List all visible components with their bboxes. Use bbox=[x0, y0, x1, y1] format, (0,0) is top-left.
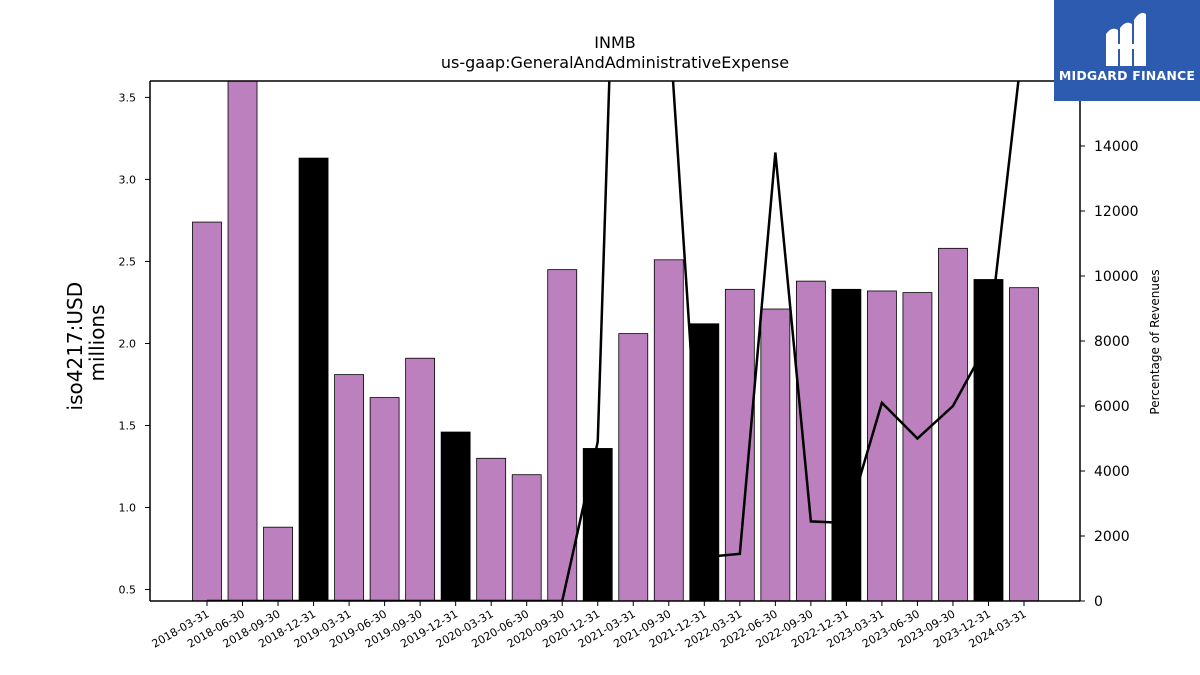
y2-tick-label: 0 bbox=[1094, 594, 1103, 610]
y2-tick-label: 6000 bbox=[1094, 399, 1130, 415]
bar bbox=[1009, 287, 1039, 601]
y-axis-ticks: 0.5 1.0 1.5 2.0 2.5 3.0 3.5 bbox=[119, 91, 150, 597]
midgard-logo-icon bbox=[1106, 12, 1146, 67]
y2-tick-label: 8000 bbox=[1094, 334, 1130, 350]
x-axis-ticks: 2018-03-312018-06-302018-09-302018-12-31… bbox=[150, 601, 1029, 651]
y2-axis-label: Percentage of Revenues bbox=[1148, 269, 1162, 414]
y-axis-label: iso4217:USD millions bbox=[63, 276, 109, 411]
y2-tick-label: 12000 bbox=[1094, 204, 1139, 220]
y-tick-label: 1.0 bbox=[119, 501, 137, 514]
bar bbox=[760, 308, 791, 601]
brand-logo: MIDGARD FINANCE bbox=[1054, 0, 1200, 101]
bar bbox=[795, 280, 826, 601]
bar bbox=[192, 221, 222, 601]
y-tick-label: 3.0 bbox=[119, 173, 137, 186]
bar bbox=[369, 397, 400, 601]
bar bbox=[440, 431, 471, 601]
bar bbox=[973, 279, 1004, 601]
bar bbox=[405, 357, 436, 601]
bar bbox=[227, 81, 258, 601]
y2-axis-ticks: 0200040006000800010000120001400016000 bbox=[1080, 74, 1139, 610]
y2-tick-label: 4000 bbox=[1094, 464, 1130, 480]
bar bbox=[582, 448, 613, 601]
y-tick-label: 3.5 bbox=[119, 91, 137, 104]
bar bbox=[653, 259, 684, 601]
bar bbox=[298, 157, 329, 601]
bar bbox=[938, 247, 968, 601]
chart-title: INMB bbox=[594, 33, 635, 52]
bar bbox=[618, 333, 649, 601]
bar-series bbox=[192, 81, 1039, 601]
chart-subtitle: us-gaap:GeneralAndAdministrativeExpense bbox=[441, 53, 789, 72]
y-tick-label: 2.5 bbox=[119, 255, 137, 268]
bar bbox=[511, 474, 542, 601]
y-tick-label: 2.0 bbox=[119, 337, 137, 350]
line-series bbox=[207, 81, 1020, 601]
y-tick-label: 1.5 bbox=[119, 419, 137, 432]
y-tick-label: 0.5 bbox=[119, 584, 137, 597]
y2-tick-label: 2000 bbox=[1094, 529, 1130, 545]
logo-text: MIDGARD FINANCE bbox=[1058, 68, 1196, 83]
bar bbox=[334, 374, 364, 601]
y-axis-label-line2: millions bbox=[85, 304, 109, 381]
bar bbox=[831, 288, 862, 601]
y2-tick-label: 10000 bbox=[1094, 269, 1139, 285]
bar bbox=[689, 323, 720, 601]
bar bbox=[263, 526, 293, 601]
bar bbox=[476, 457, 507, 601]
bar bbox=[902, 292, 933, 601]
y-axis-label-line1: iso4217:USD bbox=[63, 282, 87, 411]
revenue-percentage-line bbox=[207, 81, 1020, 601]
bar bbox=[547, 269, 578, 601]
bar bbox=[867, 290, 897, 601]
y2-tick-label: 14000 bbox=[1094, 139, 1139, 155]
